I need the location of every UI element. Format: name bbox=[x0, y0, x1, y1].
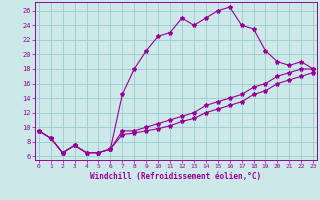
X-axis label: Windchill (Refroidissement éolien,°C): Windchill (Refroidissement éolien,°C) bbox=[91, 172, 261, 181]
